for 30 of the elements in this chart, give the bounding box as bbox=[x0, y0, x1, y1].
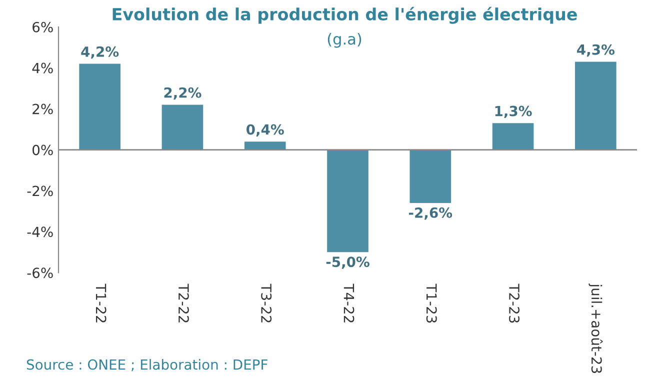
data-label: 4,2% bbox=[81, 46, 119, 59]
bar bbox=[79, 64, 120, 150]
chart-subtitle: (g.a) bbox=[328, 32, 362, 48]
data-label: -5,0% bbox=[326, 256, 370, 269]
data-label: 4,3% bbox=[577, 44, 614, 57]
y-tick-label: -4% bbox=[27, 226, 53, 238]
x-tick-label: T4-22 bbox=[344, 284, 354, 322]
y-tick-label: 4% bbox=[32, 62, 53, 74]
x-tick-label: juil.+août-23 bbox=[588, 284, 603, 374]
bar bbox=[162, 104, 204, 150]
x-tick-label: T2-23 bbox=[509, 284, 520, 323]
x-tick-label: T3-22 bbox=[261, 284, 272, 322]
bar bbox=[410, 150, 452, 204]
y-tick-label: -6% bbox=[27, 268, 53, 278]
data-label: 1,3% bbox=[495, 106, 532, 118]
y-tick-label: -2% bbox=[27, 186, 53, 196]
data-label: -2,6% bbox=[409, 207, 452, 220]
x-tick-label: T1-22 bbox=[96, 284, 106, 322]
y-tick-label: 2% bbox=[32, 104, 53, 114]
data-label: 0,4% bbox=[246, 124, 284, 136]
data-label: 2,2% bbox=[164, 87, 202, 100]
bar bbox=[575, 62, 616, 150]
x-tick-label: T2-22 bbox=[178, 284, 189, 322]
bar bbox=[327, 150, 368, 252]
bar bbox=[492, 123, 534, 150]
y-tick-label: 0% bbox=[32, 144, 53, 156]
x-tick-label: T1-23 bbox=[426, 284, 437, 323]
source-note: Source : ONEE ; Elaboration : DEPF bbox=[26, 359, 268, 372]
y-tick-label: 6% bbox=[32, 22, 53, 32]
chart-title: Evolution de la production de l'énergie électrique bbox=[112, 6, 577, 24]
